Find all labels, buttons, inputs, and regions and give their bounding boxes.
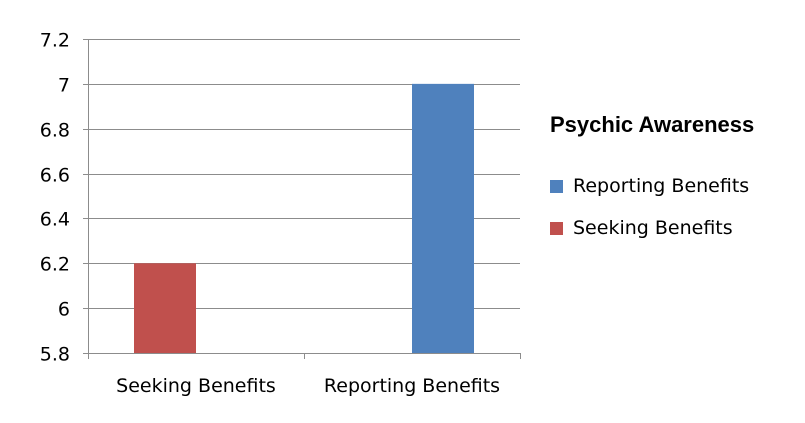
bar-seeking-benefits: [134, 263, 196, 353]
chart-title: Psychic Awareness: [550, 112, 755, 137]
y-tick-label: 6.6: [40, 165, 70, 187]
y-tick-label: 6.2: [40, 254, 70, 276]
y-tick-label: 6: [58, 299, 70, 321]
y-tick-label: 6.8: [40, 120, 70, 142]
legend-swatch-reporting-benefits: [550, 179, 563, 193]
bar-reporting-benefits: [412, 83, 474, 353]
legend: Psychic Awareness Reporting Benefits See…: [550, 112, 800, 258]
legend-label-seeking-benefits: Seeking Benefits: [573, 217, 733, 239]
y-tick-label: 6.4: [40, 209, 70, 231]
legend-label-reporting-benefits: Reporting Benefits: [573, 175, 750, 197]
x-category-label: Seeking Benefits: [116, 375, 276, 397]
y-tick-label: 7.2: [40, 30, 70, 52]
legend-item-reporting-benefits: Reporting Benefits: [550, 174, 800, 198]
y-tick-label: 5.8: [40, 344, 70, 366]
x-category-label: Reporting Benefits: [324, 375, 500, 397]
legend-item-seeking-benefits: Seeking Benefits: [550, 216, 800, 240]
y-tick-label: 7: [58, 75, 70, 97]
legend-swatch-seeking-benefits: [550, 221, 563, 235]
